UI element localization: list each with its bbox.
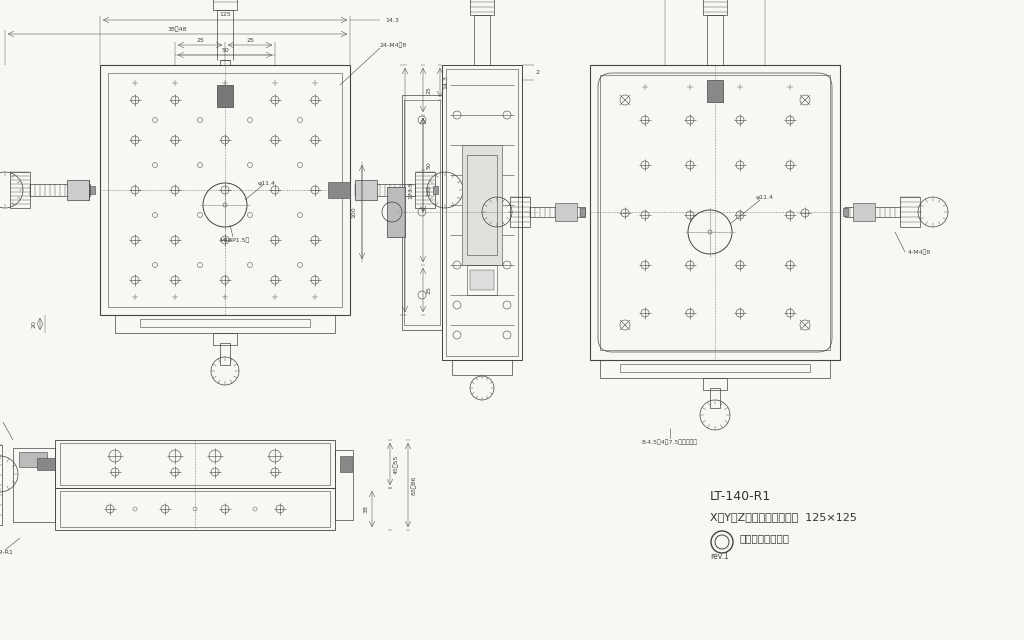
Text: LD-149-R1: LD-149-R1: [0, 550, 13, 554]
Bar: [387, 187, 406, 237]
Bar: [355, 184, 415, 196]
Bar: [340, 456, 352, 472]
Bar: [510, 197, 530, 227]
Bar: [703, 0, 727, 15]
Text: rev.1: rev.1: [710, 552, 729, 561]
Bar: [470, 0, 494, 15]
Bar: [433, 186, 438, 194]
Bar: [555, 203, 577, 221]
Bar: [843, 208, 848, 216]
Text: 125: 125: [219, 13, 230, 17]
Text: 38～48: 38～48: [168, 26, 187, 32]
Bar: [845, 207, 900, 217]
Bar: [355, 180, 377, 200]
Bar: [900, 197, 920, 227]
Text: 100: 100: [351, 206, 356, 218]
Bar: [90, 186, 95, 194]
Text: 中央精機株式会社: 中央精機株式会社: [740, 533, 790, 543]
Bar: [467, 265, 497, 295]
Bar: [474, 15, 490, 65]
Bar: [60, 491, 330, 527]
Bar: [10, 172, 30, 208]
Text: 45～55: 45～55: [393, 454, 398, 474]
Text: 24-M4淸8: 24-M4淸8: [380, 42, 408, 48]
Bar: [220, 343, 230, 365]
Bar: [30, 184, 90, 196]
Bar: [467, 155, 497, 255]
Bar: [220, 60, 230, 65]
Bar: [217, 85, 233, 107]
Text: 125: 125: [427, 184, 431, 196]
Bar: [707, 80, 723, 102]
Bar: [590, 65, 840, 360]
Text: 50: 50: [221, 47, 229, 52]
Bar: [600, 360, 830, 378]
Bar: [446, 69, 518, 356]
Bar: [55, 488, 335, 530]
Bar: [60, 443, 330, 485]
Bar: [37, 458, 55, 470]
Text: 14.3: 14.3: [385, 17, 399, 22]
Bar: [108, 73, 342, 307]
Text: φ11.4: φ11.4: [258, 180, 276, 186]
Text: 8-4.5て4〇7.5淸皿カウ゛: 8-4.5て4〇7.5淸皿カウ゛: [642, 439, 698, 445]
Bar: [710, 388, 720, 408]
Bar: [530, 207, 585, 217]
Bar: [213, 333, 237, 345]
Bar: [462, 145, 502, 265]
Bar: [452, 360, 512, 375]
Text: 25: 25: [427, 286, 431, 294]
Bar: [580, 208, 585, 216]
Text: 14.3: 14.3: [443, 76, 449, 90]
Bar: [19, 452, 47, 467]
Bar: [442, 65, 522, 360]
Bar: [55, 440, 335, 488]
Bar: [213, 0, 237, 10]
Bar: [470, 270, 494, 290]
Text: 20: 20: [32, 320, 37, 328]
Text: φ11.4: φ11.4: [756, 195, 774, 200]
Bar: [100, 65, 350, 315]
Bar: [140, 319, 310, 327]
Text: 50: 50: [427, 161, 431, 169]
Bar: [415, 172, 435, 208]
Bar: [853, 203, 874, 221]
Bar: [707, 15, 723, 65]
Text: 25: 25: [427, 86, 431, 94]
Text: X・Y・Z軸スリムステージ  125×125: X・Y・Z軸スリムステージ 125×125: [710, 512, 857, 522]
Text: M18P1.5穴: M18P1.5穴: [220, 237, 250, 243]
Text: 2: 2: [535, 70, 539, 76]
Bar: [328, 182, 350, 198]
Text: 4-M4淸8: 4-M4淸8: [908, 249, 931, 255]
Bar: [402, 95, 442, 330]
Text: 25: 25: [246, 38, 254, 42]
Bar: [620, 364, 810, 372]
Bar: [703, 378, 727, 390]
Text: 25: 25: [196, 38, 204, 42]
Text: 83～86: 83～86: [412, 476, 417, 495]
Bar: [600, 75, 830, 350]
Bar: [404, 100, 440, 325]
Text: 38: 38: [364, 505, 369, 513]
Bar: [13, 448, 55, 522]
Text: LT-140-R1: LT-140-R1: [710, 490, 771, 503]
Text: 173.5: 173.5: [409, 181, 414, 199]
Bar: [115, 315, 335, 333]
Bar: [0, 445, 2, 525]
Bar: [335, 450, 353, 520]
Bar: [67, 180, 89, 200]
